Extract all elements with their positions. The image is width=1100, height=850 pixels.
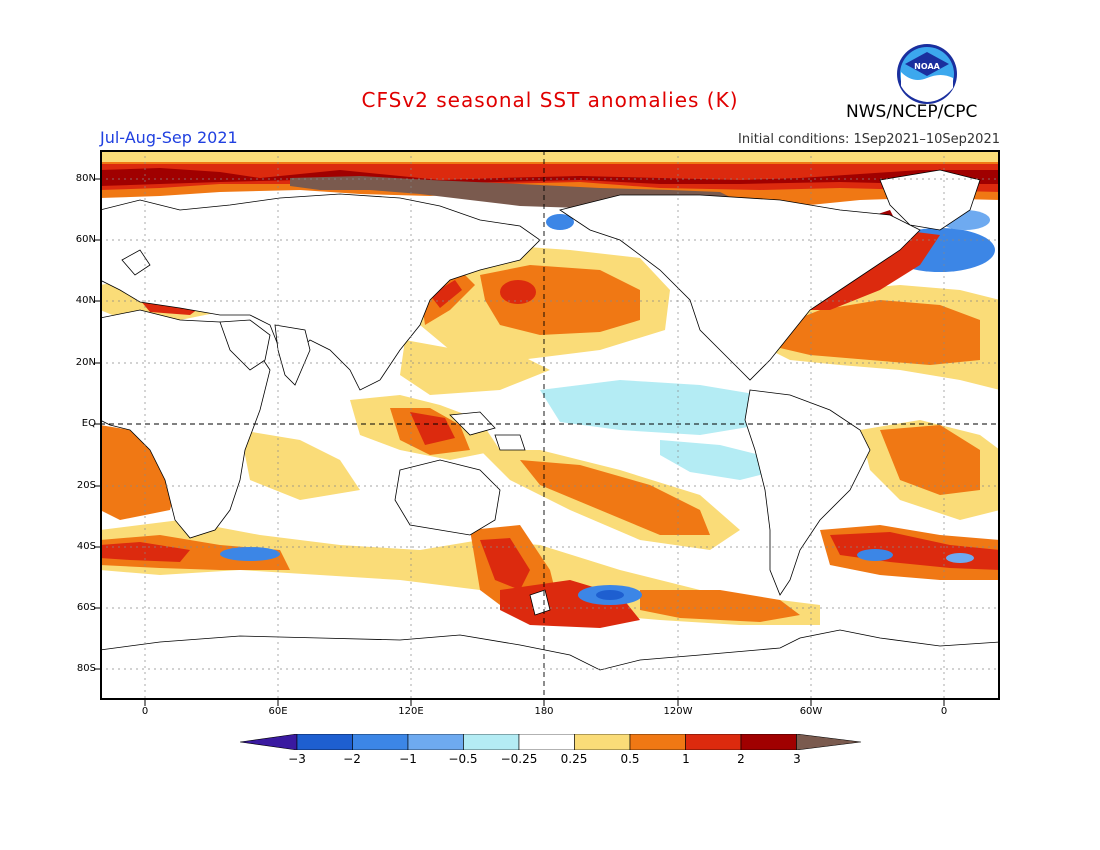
lat-label-80s: 80S (76, 663, 96, 674)
logo-text: NOAA (914, 62, 940, 71)
season-label: Jul-Aug-Sep 2021 (100, 128, 238, 147)
lon-label-60w: 60W (799, 706, 823, 717)
lat-label-60n: 60N (75, 234, 96, 245)
lon-label-120w: 120W (663, 706, 693, 717)
landmasses (100, 169, 1000, 700)
colorbar-label-3: 3 (793, 752, 801, 766)
lon-label-0-right: 0 (940, 706, 948, 717)
east-pacific-cool (660, 440, 780, 480)
colorbar-label-025: 0.25 (560, 752, 588, 766)
colorbar-label-neg1: −1 (399, 752, 417, 766)
south-pacific-strong-cool (596, 590, 624, 600)
lat-label-20s: 20S (76, 480, 96, 491)
sst-anomaly-map (100, 150, 1000, 700)
colorbar-swatch-8 (685, 734, 742, 750)
lat-label-40s: 40S (76, 541, 96, 552)
colorbar-swatch-3 (407, 734, 464, 750)
agency-label: NWS/NCEP/CPC (846, 102, 978, 122)
lat-label-60s: 60S (76, 602, 96, 613)
equatorial-pacific-cool (540, 380, 760, 435)
graticule (100, 150, 1000, 700)
south-atlantic-cool-2 (946, 553, 974, 563)
colorbar (240, 734, 862, 750)
initial-conditions-label: Initial conditions: 1Sep2021–10Sep2021 (738, 132, 1000, 147)
arctic-top-weak-warm (100, 150, 1000, 162)
lat-label-20n: 20N (75, 357, 96, 368)
colorbar-swatch-7 (629, 734, 686, 750)
reference-lines (100, 150, 1000, 700)
lon-label-60e: 60E (268, 706, 288, 717)
colorbar-label-2: 2 (737, 752, 745, 766)
eurasia (100, 193, 541, 391)
south-pacific-east-warm (640, 590, 800, 622)
indian-ocean-weak-warm (240, 430, 360, 500)
australia (394, 459, 501, 536)
cool-patch-bering (546, 214, 574, 230)
map-title: CFSv2 seasonal SST anomalies (K) (361, 88, 739, 112)
colorbar-label-neg2: −2 (343, 752, 361, 766)
indonesia-islands (449, 411, 496, 436)
arabia (219, 319, 271, 371)
north-america (559, 194, 921, 381)
colorbar-swatch-1 (296, 734, 353, 750)
colorbar-label-1: 1 (682, 752, 690, 766)
lon-label-120e: 120E (398, 706, 424, 717)
colorbar-label-neg05: −0.5 (448, 752, 478, 766)
british-isles (121, 249, 151, 276)
anomaly-fields (100, 150, 1000, 628)
colorbar-swatch-6 (574, 734, 631, 750)
north-atlantic-warm (770, 300, 980, 365)
greenland (879, 169, 981, 231)
antarctica (100, 629, 1000, 700)
lon-label-0: 0 (141, 706, 149, 717)
lat-label-eq: EQ (81, 418, 96, 429)
lat-label-40n: 40N (75, 295, 96, 306)
colorbar-arrow-low (240, 734, 298, 750)
spcz-warm (520, 460, 710, 535)
logo-bird (905, 52, 949, 76)
south-america (744, 389, 871, 596)
arctic-very-strong-warm (100, 168, 1000, 186)
colorbar-swatch-2 (352, 734, 409, 750)
map-border (100, 150, 1000, 700)
colorbar-label-05: 0.5 (620, 752, 640, 766)
south-atlantic-cool (857, 549, 893, 561)
new-guinea (494, 434, 526, 451)
colorbar-swatch-5 (518, 734, 575, 750)
colorbar-label-neg025: −0.25 (500, 752, 538, 766)
lat-label-80n: 80N (75, 173, 96, 184)
maritime-strong-warm (410, 412, 455, 445)
arctic-warm-band (100, 150, 1000, 210)
logo-wave (901, 72, 953, 102)
north-pacific-strong-warm (500, 280, 536, 304)
south-atlantic-warm (880, 425, 980, 495)
subtropical-pacific-weak-warm (400, 340, 550, 395)
colorbar-arrow-high (796, 734, 862, 750)
colorbar-label-neg3: −3 (288, 752, 306, 766)
axis-ticks (94, 178, 945, 706)
colorbar-swatch-9 (740, 734, 797, 750)
south-indian-cool (220, 547, 280, 561)
noaa-logo: NOAA (897, 44, 957, 104)
tasman-strong-warm (480, 538, 530, 590)
colorbar-swatch-4 (463, 734, 520, 750)
lon-label-180: 180 (534, 706, 554, 717)
